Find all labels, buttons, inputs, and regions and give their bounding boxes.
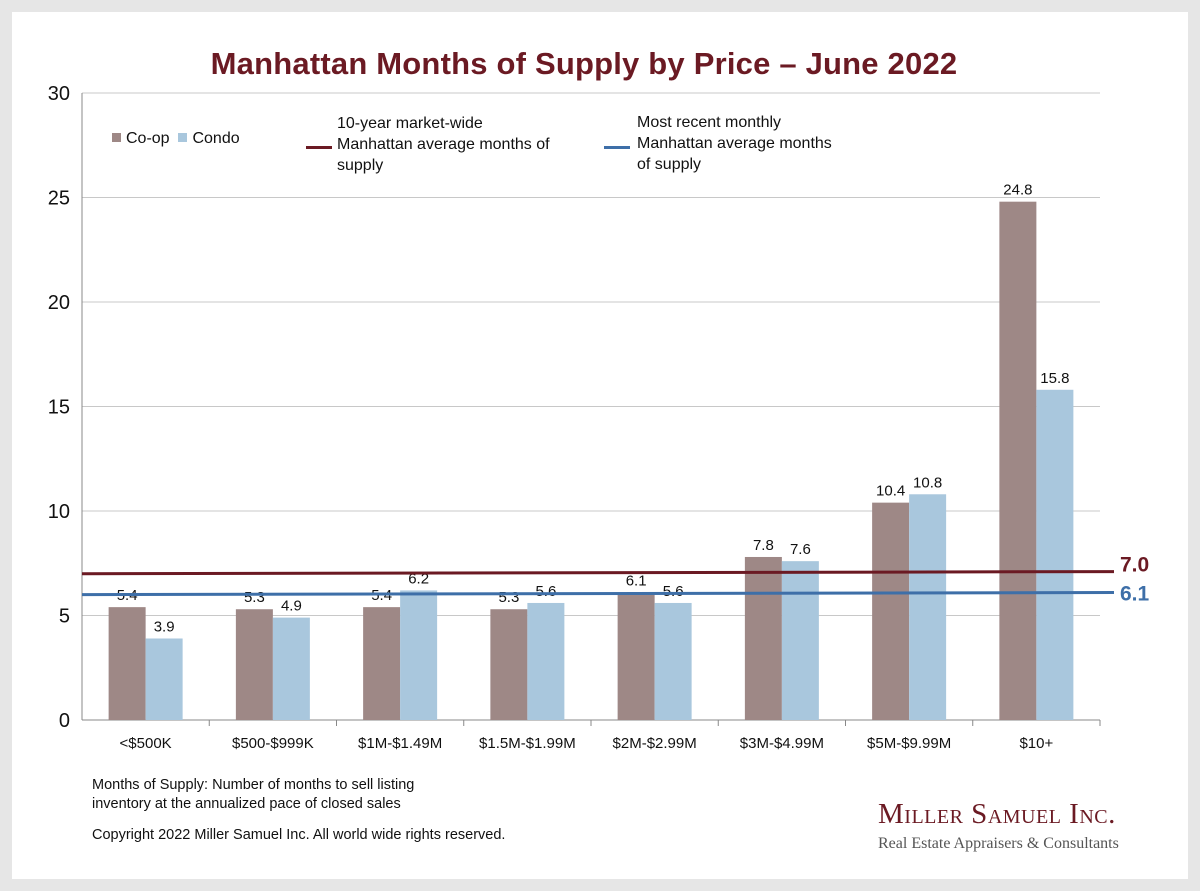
x-tick-label: $2M-$2.99M (613, 735, 697, 752)
legend-label-condo: Condo (192, 130, 240, 147)
data-label: 5.4 (371, 587, 392, 604)
x-tick-label: $10+ (1019, 735, 1053, 752)
data-label: 5.3 (498, 589, 519, 606)
data-label: 10.4 (876, 483, 905, 500)
data-label: 15.8 (1040, 370, 1069, 387)
legend-ref-10yr-line2: Manhattan average months of (337, 136, 550, 153)
legend-ref-10yr: 10-year market-wide Manhattan average mo… (337, 113, 550, 176)
reference-line-10yr (81, 570, 1115, 576)
legend-ref-monthly-line2: Manhattan average months (637, 135, 832, 152)
bar-coop (617, 592, 655, 720)
y-tick-label: 5 (59, 606, 70, 628)
logo-tagline: Real Estate Appraisers & Consultants (878, 835, 1119, 852)
data-label: 5.3 (244, 589, 265, 606)
chart-frame: Manhattan Months of Supply by Price – Ju… (12, 12, 1188, 879)
footnote-line1: Months of Supply: Number of months to se… (92, 777, 415, 793)
bar-coop (108, 607, 146, 720)
x-tick-label: $500-$999K (232, 735, 314, 752)
y-tick-label: 20 (48, 292, 70, 314)
legend-ref-10yr-line1: 10-year market-wide (337, 115, 483, 132)
y-tick-label: 15 (48, 397, 70, 419)
bar-condo (145, 638, 183, 720)
x-tick-label: $5M-$9.99M (867, 735, 951, 752)
y-tick-label: 10 (48, 501, 70, 523)
bar-coop (490, 609, 528, 720)
legend-ref-monthly-line1: Most recent monthly (637, 114, 782, 131)
logo-name: Miller Samuel Inc. (878, 798, 1116, 830)
bar-coop (872, 502, 910, 720)
bar-condo (909, 494, 947, 720)
bar-coop (363, 607, 401, 720)
x-tick-label: $3M-$4.99M (740, 735, 824, 752)
reference-value-label: 6.1 (1120, 583, 1150, 606)
data-label: 24.8 (1003, 182, 1032, 199)
bar-coop (235, 609, 273, 720)
legend-swatch-condo (178, 133, 188, 142)
data-label: 3.9 (154, 618, 175, 635)
bar-condo (400, 590, 438, 720)
legend-line-monthly (604, 146, 630, 149)
data-label: 4.9 (281, 598, 302, 615)
reference-line-monthly (81, 591, 1115, 597)
x-tick-label: <$500K (120, 735, 172, 752)
bar-condo (1036, 389, 1074, 720)
data-label: 7.8 (753, 537, 774, 554)
legend-label-coop: Co-op (126, 130, 170, 147)
x-tick-label: $1.5M-$1.99M (479, 735, 576, 752)
y-tick-label: 25 (48, 188, 70, 210)
x-tick-label: $1M-$1.49M (358, 735, 442, 752)
data-label: 6.1 (626, 573, 647, 590)
reference-value-label: 7.0 (1120, 554, 1149, 577)
legend-ref-10yr-line3: supply (337, 157, 384, 174)
bar-condo (781, 561, 819, 720)
bar-chart: 0 5 10 15 20 25 30 <$500K 5.4 3.9 $500-$999K 5.3 4.9… (48, 83, 1150, 752)
data-label: 7.6 (790, 541, 811, 558)
legend-series: Co-op Condo (112, 128, 240, 149)
data-label: 5.6 (535, 583, 556, 600)
y-tick-label: 0 (59, 710, 70, 732)
data-label: 10.8 (913, 474, 942, 491)
copyright: Copyright 2022 Miller Samuel Inc. All wo… (92, 827, 506, 843)
bar-coop (744, 556, 782, 720)
y-tick-label: 30 (48, 83, 70, 105)
bar-condo (272, 617, 310, 720)
footnote-line2: inventory at the annualized pace of clos… (92, 796, 401, 812)
legend-line-10yr (306, 146, 332, 149)
bar-coop (999, 201, 1037, 720)
bar-condo (527, 602, 565, 720)
chart-title: Manhattan Months of Supply by Price – Ju… (210, 46, 958, 81)
bar-condo (654, 602, 692, 720)
footnote: Months of Supply: Number of months to se… (92, 776, 522, 814)
data-label: 5.6 (663, 583, 684, 600)
legend-ref-monthly: Most recent monthly Manhattan average mo… (637, 112, 832, 175)
legend-ref-monthly-line3: of supply (637, 156, 702, 173)
data-label: 6.2 (408, 570, 429, 587)
legend-swatch-coop (112, 133, 121, 142)
